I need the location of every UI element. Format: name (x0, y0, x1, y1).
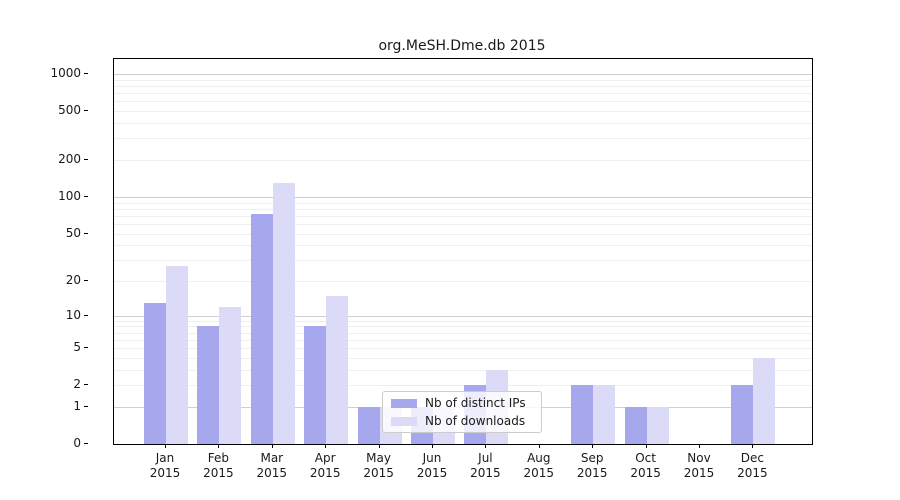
y-tick-mark (84, 443, 88, 444)
x-tick-mark (752, 444, 754, 448)
y-tick-label: 10 (65, 307, 81, 322)
legend-swatch-downloads (391, 416, 417, 426)
major-gridline (114, 196, 812, 198)
x-tick-mark (378, 444, 380, 448)
y-tick-mark (84, 73, 88, 74)
minor-gridline (114, 332, 812, 334)
minor-gridline (114, 138, 812, 140)
legend-label-distinct-ips: Nb of distinct IPs (425, 396, 526, 410)
y-tick-mark (84, 280, 88, 281)
bar-distinct-ips-jan (144, 302, 166, 444)
x-tick-label-may: May 2015 (363, 451, 394, 480)
bar-distinct-ips-mar (250, 214, 273, 444)
minor-gridline (114, 385, 812, 387)
bar-distinct-ips-sep (571, 385, 594, 444)
bar-downloads-apr (326, 295, 349, 444)
y-tick-label: 100 (58, 188, 81, 203)
x-tick-mark (645, 444, 647, 448)
x-tick-label-jun: Jun 2015 (416, 451, 448, 480)
minor-gridline (114, 357, 812, 359)
x-tick-label-sep: Sep 2015 (576, 451, 608, 480)
minor-gridline (114, 339, 812, 341)
minor-gridline (114, 233, 812, 235)
x-tick-mark (218, 444, 220, 448)
x-tick-label-apr: Apr 2015 (309, 451, 341, 480)
y-tick-label: 0 (73, 436, 81, 450)
x-tick-mark (165, 444, 166, 448)
x-tick-label-jul: Jul 2015 (470, 451, 501, 480)
bar-downloads-dec (753, 357, 776, 444)
x-tick-label-mar: Mar 2015 (256, 451, 288, 480)
y-tick-mark (84, 232, 88, 234)
y-tick-mark (84, 347, 88, 349)
x-tick-mark (432, 444, 433, 448)
bar-distinct-ips-oct (624, 406, 647, 444)
minor-gridline (114, 281, 812, 282)
y-tick-label: 20 (65, 273, 81, 287)
y-tick-mark (84, 314, 88, 316)
x-tick-label-feb: Feb 2015 (203, 451, 234, 480)
bar-distinct-ips-may (357, 406, 380, 444)
minor-gridline (114, 208, 812, 210)
x-tick-mark (592, 444, 594, 448)
bar-downloads-oct (646, 406, 669, 444)
y-tick-label: 2 (73, 377, 81, 392)
major-gridline (114, 74, 812, 75)
minor-gridline (114, 223, 812, 225)
y-tick-label: 200 (58, 152, 81, 166)
x-tick-label-oct: Oct 2015 (630, 451, 661, 480)
x-tick-mark (485, 444, 487, 448)
x-tick-label-aug: Aug 2015 (523, 451, 555, 480)
legend-label-downloads: Nb of downloads (425, 414, 526, 428)
minor-gridline (114, 111, 812, 113)
minor-gridline (114, 202, 812, 204)
minor-gridline (114, 326, 812, 328)
bar-downloads-sep (593, 385, 616, 444)
y-tick-mark (84, 159, 88, 160)
minor-gridline (114, 160, 812, 161)
bar-distinct-ips-dec (731, 385, 754, 444)
minor-gridline (114, 123, 812, 124)
minor-gridline (114, 260, 812, 262)
x-tick-mark (538, 444, 540, 448)
minor-gridline (114, 86, 812, 87)
x-tick-label-dec: Dec 2015 (737, 451, 768, 480)
legend-entry-downloads: Nb of downloads (391, 414, 533, 428)
bar-downloads-feb (219, 306, 242, 444)
y-tick-mark (84, 195, 88, 197)
bar-distinct-ips-feb (197, 326, 220, 444)
minor-gridline (114, 348, 812, 350)
chart-title: org.MeSH.Dme.db 2015 (378, 38, 546, 54)
y-tick-label: 50 (65, 225, 81, 240)
legend-entry-distinct-ips: Nb of distinct IPs (391, 396, 533, 410)
minor-gridline (114, 320, 812, 322)
y-tick-label: 500 (58, 103, 81, 118)
y-tick-mark (84, 405, 88, 407)
x-tick-mark (271, 444, 273, 448)
minor-gridline (114, 101, 812, 103)
y-tick-label: 5 (73, 340, 81, 355)
y-tick-label: 1 (73, 398, 81, 413)
major-gridline (114, 315, 812, 317)
y-tick-mark (84, 110, 88, 112)
minor-gridline (114, 369, 812, 371)
y-tick-mark (84, 384, 88, 386)
plot-area (113, 58, 813, 445)
bar-distinct-ips-apr (304, 326, 327, 444)
x-tick-label-nov: Nov 2015 (683, 451, 715, 480)
x-tick-mark (325, 444, 327, 448)
minor-gridline (114, 215, 812, 217)
legend: Nb of distinct IPs Nb of downloads (382, 391, 542, 433)
bar-downloads-mar (272, 182, 295, 444)
x-tick-mark (699, 444, 700, 448)
minor-gridline (114, 93, 812, 95)
bar-downloads-jan (166, 265, 188, 444)
minor-gridline (114, 245, 812, 247)
y-tick-label: 1000 (50, 66, 81, 80)
minor-gridline (114, 79, 812, 81)
x-tick-label-jan: Jan 2015 (149, 451, 181, 480)
legend-swatch-distinct-ips (391, 398, 417, 408)
